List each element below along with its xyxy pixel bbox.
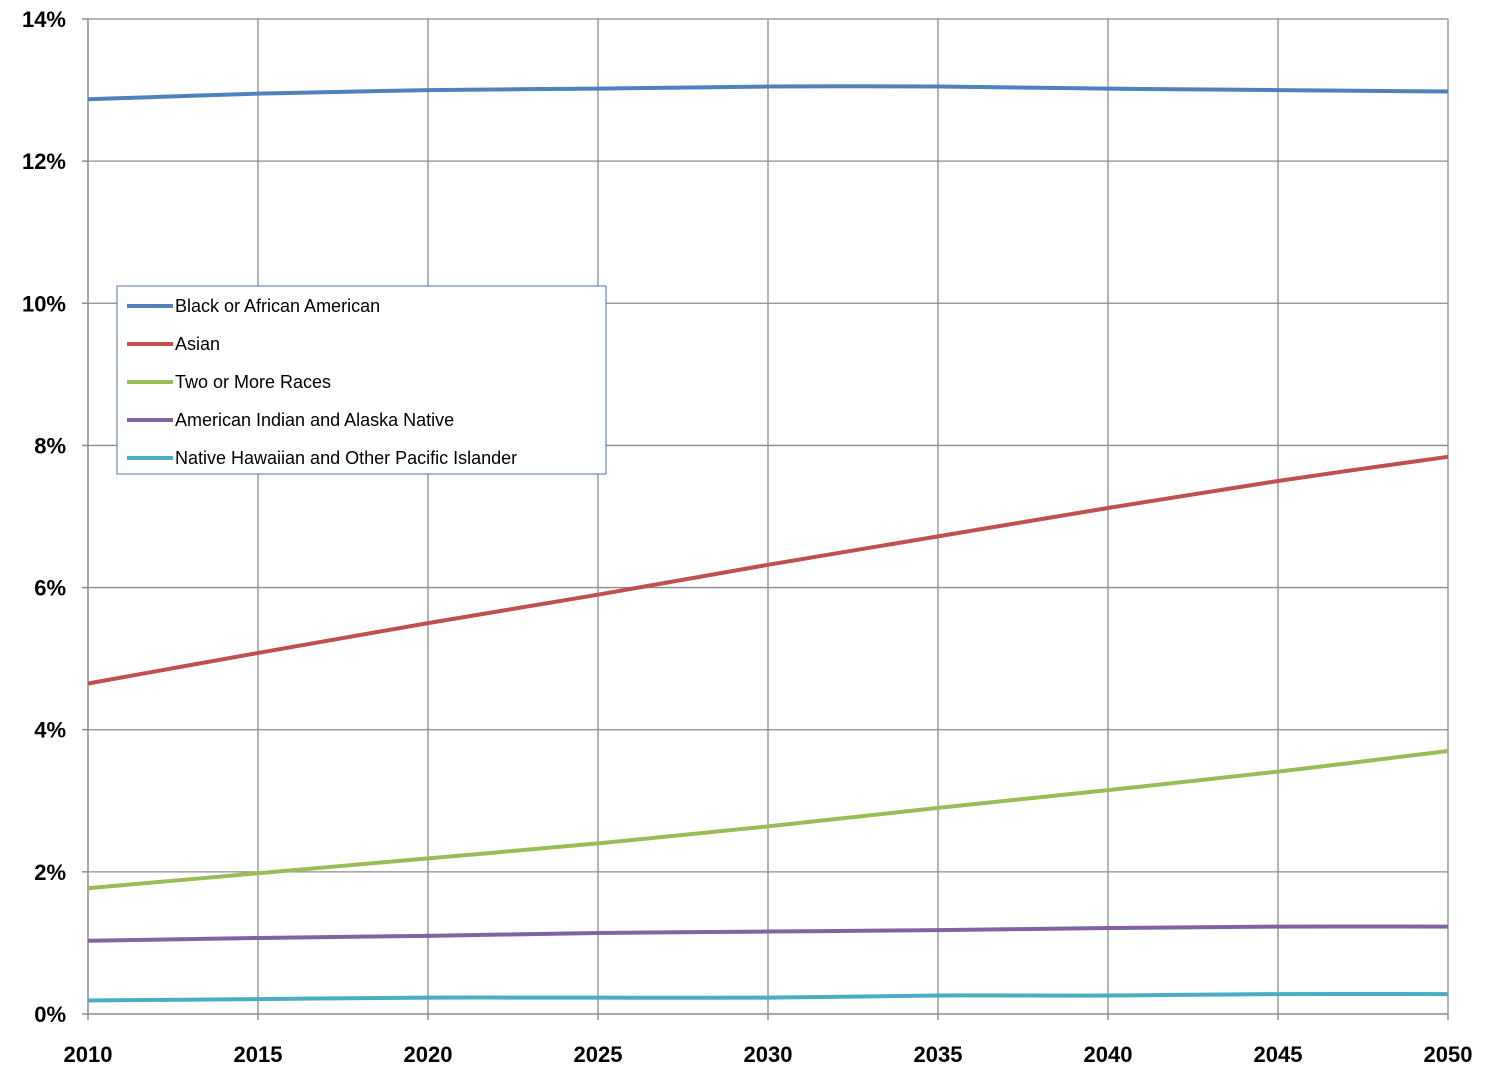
axes: 0% 2% 4% 6% 8% 10% 12% 14% 2010 2015 2020 2025 2030 2… xyxy=(22,7,1473,1067)
y-tick-label: 2% xyxy=(34,860,66,885)
y-tick-label: 14% xyxy=(22,7,66,32)
x-tick-label: 2050 xyxy=(1424,1042,1473,1067)
legend-label: Two or More Races xyxy=(175,372,331,392)
series-line-0 xyxy=(87,84,1449,102)
y-tick-label: 6% xyxy=(34,576,66,601)
series-line-2 xyxy=(87,749,1449,891)
x-tick-label: 2040 xyxy=(1084,1042,1133,1067)
legend-box xyxy=(116,285,607,475)
x-tick-label: 2045 xyxy=(1254,1042,1303,1067)
y-tick-label: 12% xyxy=(22,149,66,174)
legend-label: Native Hawaiian and Other Pacific Island… xyxy=(175,448,517,468)
series-line-3 xyxy=(87,924,1449,943)
y-tick-label: 4% xyxy=(34,718,66,743)
x-tick-label: 2015 xyxy=(234,1042,283,1067)
series-line-4 xyxy=(87,991,1449,1003)
legend-label: Asian xyxy=(175,334,220,354)
x-tick-label: 2025 xyxy=(574,1042,623,1067)
y-tick-label: 10% xyxy=(22,291,66,316)
y-tick-label: 8% xyxy=(34,433,66,458)
legend-label: Black or African American xyxy=(175,296,380,316)
legend: Black or African American Asian Two or Mor… xyxy=(116,285,607,475)
x-tick-label: 2035 xyxy=(914,1042,963,1067)
x-tick-label: 2010 xyxy=(64,1042,113,1067)
gridlines xyxy=(88,18,1449,1014)
legend-label: American Indian and Alaska Native xyxy=(175,410,454,430)
x-tick-label: 2020 xyxy=(404,1042,453,1067)
series-lines xyxy=(87,84,1449,1003)
series-line-1 xyxy=(87,454,1449,686)
x-tick-label: 2030 xyxy=(744,1042,793,1067)
y-tick-label: 0% xyxy=(34,1002,66,1027)
